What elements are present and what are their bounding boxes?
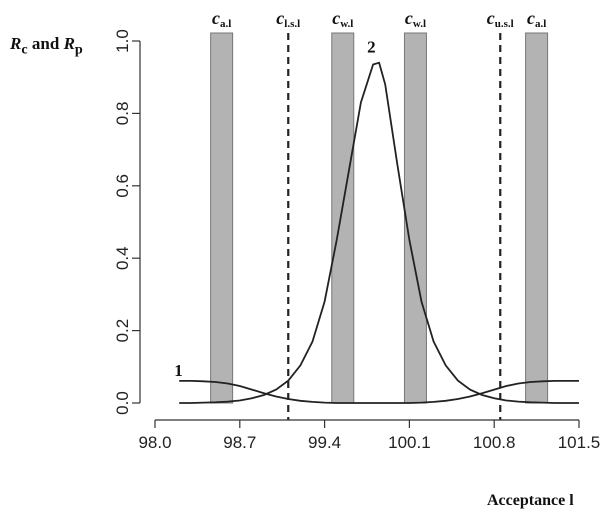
top-label-1: ca.l: [212, 8, 231, 30]
axes-layer: 98.0 98.7 99.4 100.1 100.8 101.5 0.0 0.2 0.4 0.6 0…: [113, 29, 600, 452]
x-tick-label-3: 99.4: [308, 433, 341, 452]
band-3: [403, 32, 427, 404]
bands-layer: [210, 32, 549, 404]
y-tick-label-1: 0.0: [113, 391, 132, 415]
band-4: [525, 32, 549, 404]
x-tick-label-1: 98.0: [138, 433, 171, 452]
spec-limit-lines: [287, 33, 502, 420]
x-axis-label: Acceptance l: [487, 492, 574, 509]
y-tick-label-4: 0.6: [113, 174, 132, 198]
series-label-2: 2: [367, 38, 376, 57]
top-label-6: ca.l: [527, 8, 546, 30]
y-axis-label: Rc and Rp: [10, 34, 83, 58]
series-line-1: [179, 380, 579, 404]
top-label-5: cu.s.l: [487, 8, 514, 30]
band-2: [331, 32, 355, 404]
y-tick-label-3: 0.4: [113, 246, 132, 270]
curve-labels: 12: [174, 38, 375, 380]
top-label-4: cw.l: [405, 8, 426, 30]
x-tick-label-6: 101.5: [558, 433, 601, 452]
top-labels: ca.l cl.s.l cw.l cw.l cu.s.l ca.l: [212, 8, 546, 30]
top-label-2: cl.s.l: [276, 8, 300, 30]
y-tick-label-6: 1.0: [113, 29, 132, 53]
y-tick-label-2: 0.2: [113, 319, 132, 343]
x-tick-label-5: 100.8: [473, 433, 516, 452]
x-tick-label-4: 100.1: [388, 433, 431, 452]
series-label-1: 1: [174, 361, 183, 380]
x-tick-label-2: 98.7: [223, 433, 256, 452]
series-line-2: [179, 61, 579, 404]
curves-layer: [179, 61, 579, 404]
y-tick-label-5: 0.8: [113, 102, 132, 126]
top-label-3: cw.l: [332, 8, 353, 30]
band-1: [210, 32, 234, 404]
